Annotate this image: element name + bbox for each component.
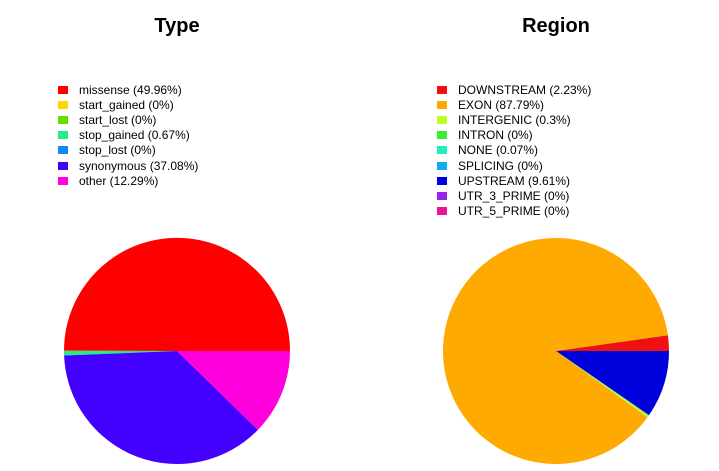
type-legend-label: synonymous (37.08%) xyxy=(79,158,199,173)
type-legend-item: start_gained (0%) xyxy=(58,97,198,112)
region-legend-item: INTERGENIC (0.3%) xyxy=(437,112,591,127)
region-legend-item: SPLICING (0%) xyxy=(437,158,591,173)
region-legend-item: NONE (0.07%) xyxy=(437,143,591,158)
region-legend-swatch xyxy=(437,176,447,185)
region-legend-swatch xyxy=(437,131,447,140)
type-legend-swatch xyxy=(58,131,68,140)
region-pie-slice xyxy=(442,237,668,464)
region-legend-label: DOWNSTREAM (2.23%) xyxy=(458,82,592,97)
type-legend-item: stop_lost (0%) xyxy=(58,143,198,158)
type-legend-item: synonymous (37.08%) xyxy=(58,158,198,173)
region-legend-swatch xyxy=(437,115,447,124)
type-legend-item: missense (49.96%) xyxy=(58,82,198,97)
type-legend-swatch xyxy=(58,100,68,109)
region-legend-label: NONE (0.07%) xyxy=(458,143,539,158)
type-pie-slice xyxy=(63,350,177,356)
region-legend-label: EXON (87.79%) xyxy=(458,97,545,112)
type-pie-slice xyxy=(64,237,291,351)
region-chart-title: Region xyxy=(522,15,590,37)
type-legend-swatch xyxy=(58,85,68,94)
type-chart-title: Type xyxy=(154,15,200,37)
region-legend-label: SPLICING (0%) xyxy=(458,158,543,173)
region-legend-label: UTR_3_PRIME (0%) xyxy=(458,188,570,203)
type-legend-item: stop_gained (0.67%) xyxy=(58,128,198,143)
region-legend-swatch xyxy=(437,161,447,170)
region-pie-chart xyxy=(442,237,669,464)
region-legend-label: INTERGENIC (0.3%) xyxy=(458,112,571,127)
type-legend-label: start_lost (0%) xyxy=(79,112,157,127)
region-pie-slice xyxy=(556,335,669,351)
region-legend-swatch xyxy=(437,85,447,94)
region-legend-item: DOWNSTREAM (2.23%) xyxy=(437,82,591,97)
type-pie-chart xyxy=(63,237,291,464)
region-legend-swatch xyxy=(437,191,447,200)
region-legend-swatch xyxy=(437,207,447,216)
region-pie-slice xyxy=(556,351,650,416)
type-pie-slice xyxy=(64,351,258,464)
region-legend-label: INTRON (0%) xyxy=(458,128,533,143)
type-legend-item: other (12.29%) xyxy=(58,173,198,188)
region-pie-slice xyxy=(556,351,669,416)
type-legend-label: stop_lost (0%) xyxy=(79,143,156,158)
region-legend-label: UPSTREAM (9.61%) xyxy=(458,173,571,188)
region-legend-item: UTR_5_PRIME (0%) xyxy=(437,204,591,219)
region-legend-swatch xyxy=(437,100,447,109)
region-legend-item: UTR_3_PRIME (0%) xyxy=(437,188,591,203)
region-pie-slice xyxy=(556,351,649,418)
type-legend-label: stop_gained (0.67%) xyxy=(79,128,190,143)
region-legend-label: UTR_5_PRIME (0%) xyxy=(458,204,570,219)
region-legend-item: UPSTREAM (9.61%) xyxy=(437,173,591,188)
type-legend-label: missense (49.96%) xyxy=(79,82,182,97)
type-legend-swatch xyxy=(58,161,68,170)
type-pie-slice xyxy=(177,351,290,430)
region-legend: DOWNSTREAM (2.23%) EXON (87.79%) INTERGENI… xyxy=(437,82,591,219)
type-legend: missense (49.96%) start_gained (0%) start_… xyxy=(58,82,198,188)
type-legend-item: start_lost (0%) xyxy=(58,112,198,127)
type-legend-label: start_gained (0%) xyxy=(79,97,174,112)
type-legend-swatch xyxy=(58,115,68,124)
region-legend-swatch xyxy=(437,146,447,155)
type-legend-label: other (12.29%) xyxy=(79,173,159,188)
type-legend-swatch xyxy=(58,146,68,155)
type-legend-swatch xyxy=(58,176,68,185)
region-legend-item: INTRON (0%) xyxy=(437,128,591,143)
region-legend-item: EXON (87.79%) xyxy=(437,97,591,112)
